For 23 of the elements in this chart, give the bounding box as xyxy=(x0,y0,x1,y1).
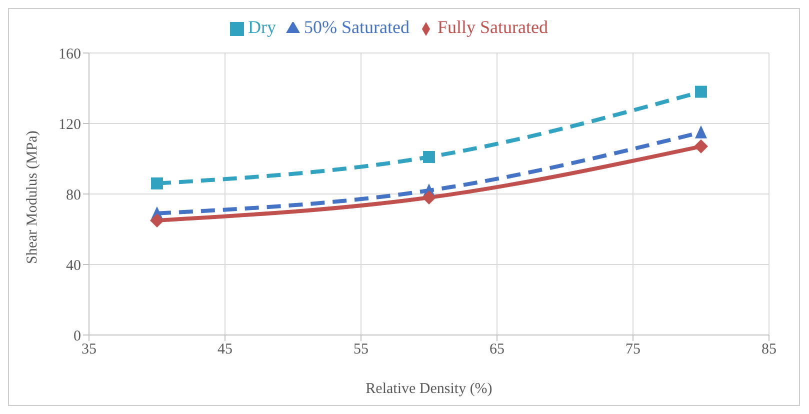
y-tick-label: 80 xyxy=(66,187,81,204)
y-tick-label: 40 xyxy=(66,258,81,274)
legend-label: Dry xyxy=(248,17,276,37)
x-tick-label: 75 xyxy=(626,342,640,358)
y-axis-title: Shear Modulus (MPa) xyxy=(24,130,40,264)
x-tick-label: 65 xyxy=(490,342,504,358)
legend-label: Fully Saturated xyxy=(437,17,548,37)
legend-label: 50% Saturated xyxy=(304,17,410,37)
y-tick-label: 120 xyxy=(58,116,81,133)
x-tick-label: 55 xyxy=(354,342,368,358)
point xyxy=(422,190,436,205)
x-tick-label: 85 xyxy=(762,342,776,358)
x-axis-title: Relative Density (%) xyxy=(366,381,492,397)
x-tick-label: 35 xyxy=(82,342,96,358)
x-tick-label: 45 xyxy=(218,342,232,358)
point xyxy=(695,86,707,98)
point xyxy=(423,150,435,163)
point xyxy=(695,125,707,138)
point xyxy=(151,177,163,190)
y-tick-label: 160 xyxy=(58,46,81,62)
y-tick-label: 0 xyxy=(74,328,81,344)
point xyxy=(150,213,164,228)
point xyxy=(694,139,708,154)
